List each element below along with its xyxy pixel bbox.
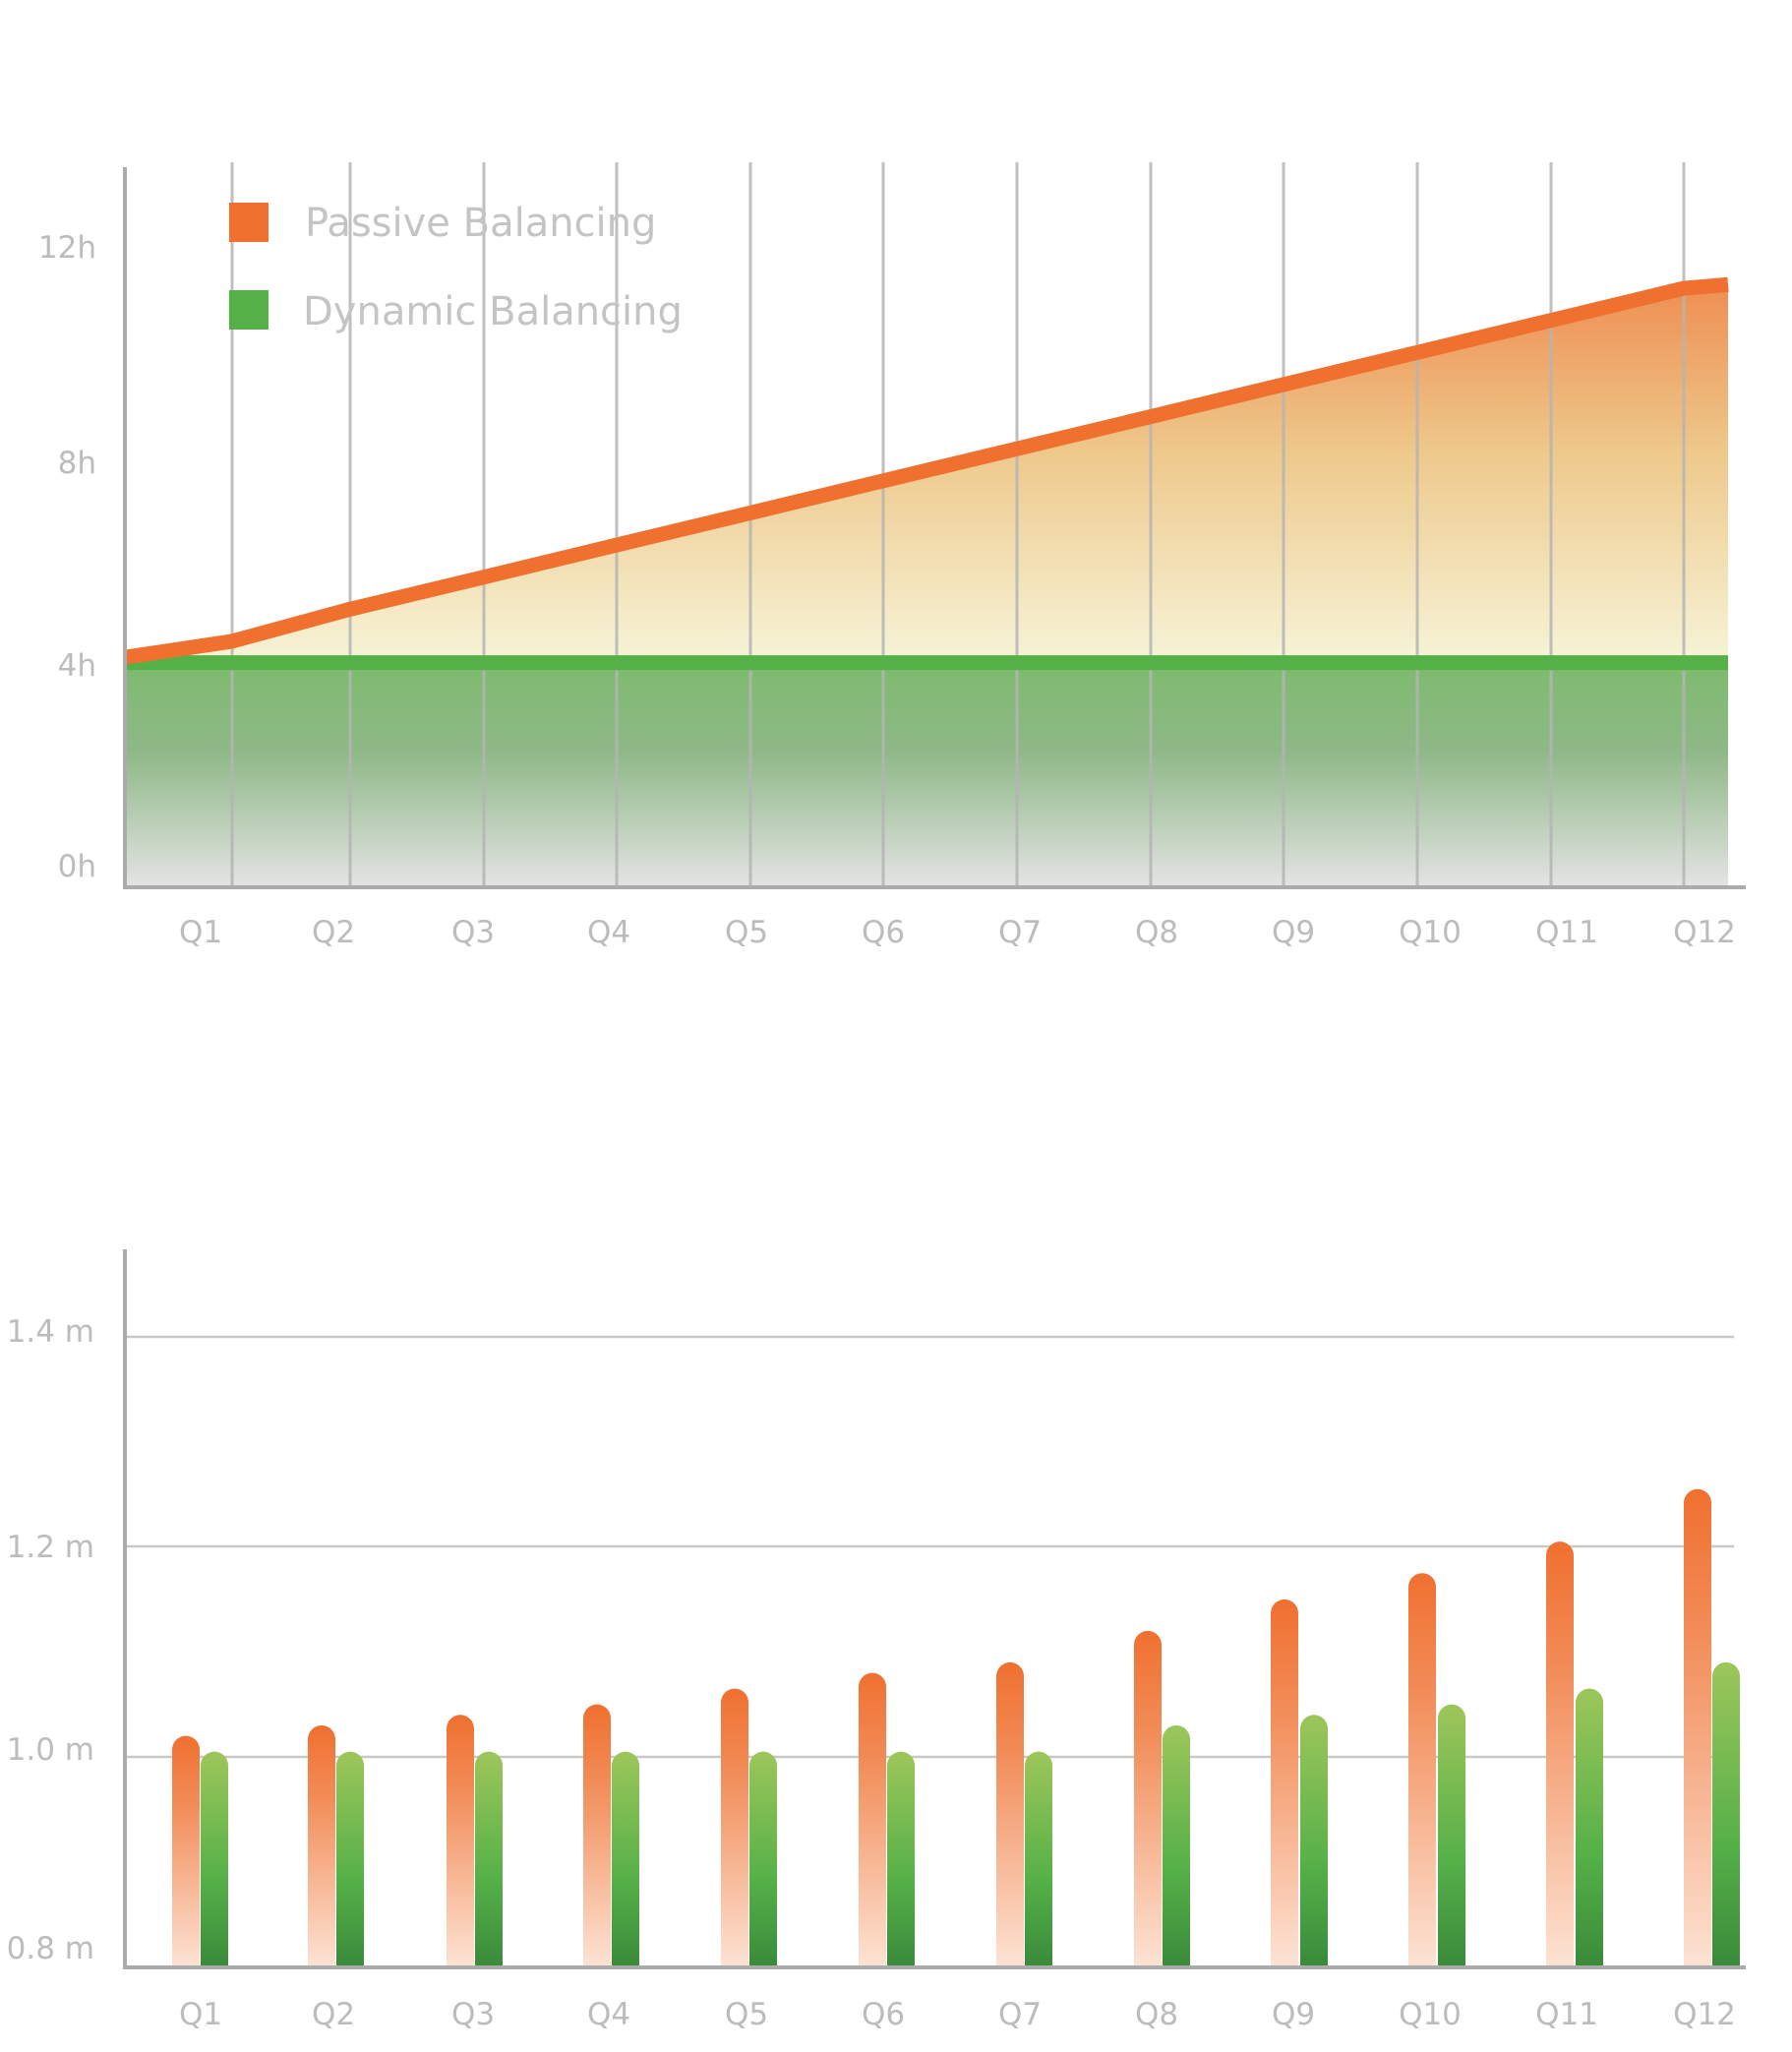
passive-bar-q2: [308, 1724, 335, 1967]
x-tick-q3: Q3: [451, 915, 495, 950]
legend-label-passive: Passive Balancing: [305, 201, 656, 246]
passive-bar-q4: [583, 1704, 611, 1967]
x-tick-q9: Q9: [1272, 915, 1315, 950]
x-tick-q10: Q10: [1399, 915, 1462, 950]
legend-swatch-dynamic: [229, 290, 269, 330]
legend-swatch-passive: [229, 203, 269, 242]
x-tick-q6: Q6: [862, 915, 905, 950]
x-tick-q3: Q3: [451, 1997, 495, 2032]
passive-bar-q3: [447, 1715, 474, 1967]
passive-bar-q12: [1684, 1488, 1712, 1967]
x-tick-q9: Q9: [1272, 1997, 1315, 2032]
dynamic-bar-q2: [336, 1751, 364, 1967]
x-tick-q4: Q4: [587, 1997, 630, 2032]
x-tick-q11: Q11: [1535, 915, 1598, 950]
x-tick-q5: Q5: [725, 915, 768, 950]
x-tick-q12: Q12: [1673, 1997, 1736, 2032]
x-tick-q11: Q11: [1535, 1997, 1598, 2032]
length-bar-chart: 0.8 m 1.0 m 1.2 m 1.4 m Q1 Q2 Q3 Q4 Q5 Q6 Q7 Q8 Q9 Q1…: [7, 1249, 1746, 2032]
dynamic-bar-q11: [1576, 1688, 1603, 1967]
dynamic-bar-q1: [201, 1751, 229, 1967]
x-tick-q1: Q1: [179, 915, 222, 950]
x-tick-q7: Q7: [998, 915, 1042, 950]
dynamic-bar-q10: [1438, 1704, 1465, 1967]
x-tick-q4: Q4: [587, 915, 630, 950]
y-tick-1-2-m: 1.2 m: [7, 1530, 94, 1565]
dynamic-bar-q3: [475, 1751, 503, 1967]
y-tick-12: 12h: [38, 230, 96, 266]
passive-bar-q5: [721, 1688, 748, 1967]
x-tick-q2: Q2: [312, 1997, 355, 2032]
x-tick-q5: Q5: [725, 1997, 768, 2032]
passive-bar-q7: [996, 1661, 1024, 1967]
x-tick-q12: Q12: [1673, 915, 1736, 950]
x-tick-q8: Q8: [1135, 915, 1178, 950]
y-tick-0-8-m: 0.8 m: [7, 1931, 94, 1966]
x-tick-q6: Q6: [862, 1997, 905, 2032]
y-tick-0: 0h: [58, 849, 96, 884]
passive-bar-q8: [1134, 1630, 1162, 1967]
x-tick-q8: Q8: [1135, 1997, 1178, 2032]
legend-label-dynamic: Dynamic Balancing: [303, 289, 683, 334]
y-tick-1-4-m: 1.4 m: [7, 1314, 94, 1350]
passive-balancing-line: [123, 276, 1729, 665]
x-tick-q7: Q7: [998, 1997, 1042, 2032]
dynamic-bar-q5: [749, 1751, 777, 1967]
dynamic-bar-q8: [1163, 1724, 1190, 1967]
passive-bar-q10: [1408, 1573, 1436, 1967]
dynamic-bar-q12: [1712, 1661, 1740, 1967]
y-tick-8: 8h: [58, 446, 96, 481]
passive-bar-q9: [1271, 1599, 1298, 1967]
x-tick-q1: Q1: [179, 1997, 222, 2032]
dynamic-bar-q9: [1300, 1715, 1328, 1967]
passive-bar-q6: [859, 1672, 886, 1967]
y-tick-4: 4h: [58, 648, 96, 684]
dynamic-bar-q6: [887, 1751, 915, 1967]
dynamic-bar-q4: [612, 1751, 639, 1967]
passive-bar-q1: [172, 1735, 200, 1967]
dynamic-area-fill: [125, 662, 1728, 887]
x-tick-q2: Q2: [312, 915, 355, 950]
legend: Passive Balancing Dynamic Balancing: [229, 201, 683, 334]
time-area-chart: 0h 4h 8h 12h Q1 Q2 Q3 Q4 Q5 Q6 Q7 Q8 Q9 Q10 Q11 Q12 Pas…: [38, 162, 1746, 950]
dynamic-bar-q7: [1025, 1751, 1052, 1967]
passive-bar-q11: [1546, 1541, 1574, 1967]
y-tick-1-0-m: 1.0 m: [7, 1732, 94, 1768]
x-tick-q10: Q10: [1399, 1997, 1462, 2032]
